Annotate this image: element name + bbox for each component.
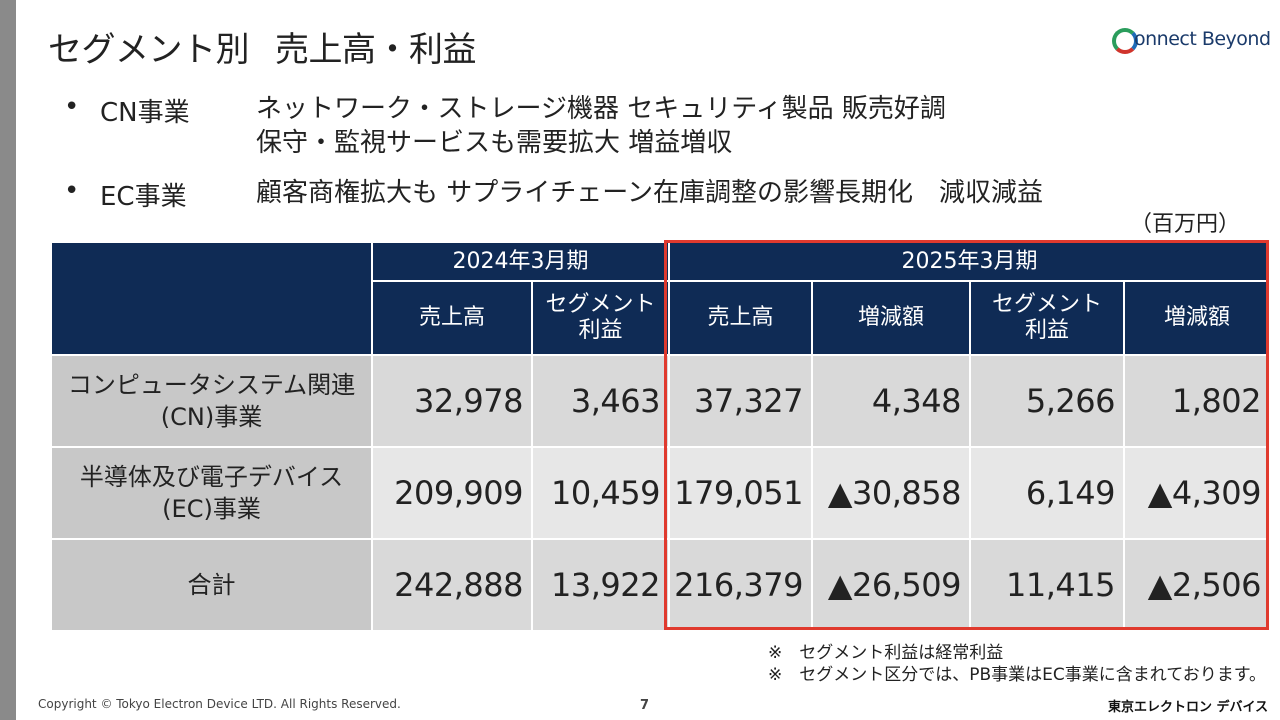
row-label-cn: コンピュータシステム関連 (CN)事業 [50, 354, 373, 448]
bullet-cn-line-1: ネットワーク・ストレージ機器 セキュリティ製品 販売好調 [256, 94, 946, 124]
cell-value: 10,459 [531, 446, 670, 540]
page-number: 7 [640, 698, 650, 713]
row-label-cn-l2: (CN)事業 [160, 403, 263, 431]
cell-value: 4,348 [811, 354, 971, 448]
cell-value: 13,922 [531, 538, 670, 632]
left-accent-bar [0, 0, 16, 720]
segment-table: 2024年3月期 2025年3月期 売上高 セグメント 利益 売上高 増減額 セグ… [50, 241, 1271, 632]
row-label-ec-l2: (EC)事業 [162, 495, 261, 523]
bullet-cn-desc: ネットワーク・ストレージ機器 セキュリティ製品 販売好調 保守・監視サービスも需… [256, 92, 946, 160]
bullet-cn: • CN事業 ネットワーク・ストレージ機器 セキュリティ製品 販売好調 保守・監… [64, 92, 1164, 162]
cell-value: ▲30,858 [811, 446, 971, 540]
bullet-dot: • [64, 92, 80, 122]
note-2: ※ セグメント区分では、PB事業はEC事業に含まれております。 [768, 665, 1267, 685]
col-profit-2024-l2: 利益 [578, 318, 623, 343]
col-profit-2025-l1: セグメント [991, 292, 1102, 317]
bullet-ec: • EC事業 顧客商権拡大も サプライチェーン在庫調整の影響長期化 減収減益 [64, 176, 1164, 212]
cell-value: 5,266 [969, 354, 1125, 448]
table-row: 半導体及び電子デバイス (EC)事業 209,909 10,459 179,051… [50, 446, 1271, 540]
cell-value: 32,978 [371, 354, 533, 448]
col-profit-2025-l2: 利益 [1024, 318, 1069, 343]
col-profit-change: 増減額 [1123, 280, 1271, 356]
page-title-main: セグメント別 [48, 30, 250, 70]
cell-value: 242,888 [371, 538, 533, 632]
bullet-dot: • [64, 176, 80, 206]
cell-value: 179,051 [668, 446, 813, 540]
bullet-ec-desc: 顧客商権拡大も サプライチェーン在庫調整の影響長期化 減収減益 [256, 176, 1043, 210]
table-corner-cell [50, 241, 373, 356]
cell-value: 3,463 [531, 354, 670, 448]
bullet-cn-name: CN事業 [100, 98, 190, 128]
connect-beyond-logo-icon [1112, 28, 1138, 54]
col-sales-change: 増減額 [811, 280, 971, 356]
row-label-ec-l1: 半導体及び電子デバイス [79, 463, 344, 491]
row-label-total: 合計 [50, 538, 373, 632]
period-2025-header: 2025年3月期 [668, 241, 1271, 282]
period-2024-header: 2024年3月期 [371, 241, 670, 282]
cell-value: 37,327 [668, 354, 813, 448]
table-row: 合計 242,888 13,922 216,379 ▲26,509 11,415… [50, 538, 1271, 632]
company-logo: onnect Beyond [1112, 26, 1271, 66]
row-label-ec: 半導体及び電子デバイス (EC)事業 [50, 446, 373, 540]
table-row: コンピュータシステム関連 (CN)事業 32,978 3,463 37,327 4… [50, 354, 1271, 448]
row-label-cn-l1: コンピュータシステム関連 [67, 371, 356, 399]
cell-value: 1,802 [1123, 354, 1271, 448]
col-sales-2025: 売上高 [668, 280, 813, 356]
col-sales-2024: 売上高 [371, 280, 533, 356]
col-profit-2024-l1: セグメント [545, 292, 656, 317]
col-profit-2024: セグメント 利益 [531, 280, 670, 356]
cell-value: 209,909 [371, 446, 533, 540]
unit-label: （百万円） [1130, 212, 1241, 237]
cell-value: 11,415 [969, 538, 1125, 632]
note-1: ※ セグメント利益は経常利益 [768, 643, 1004, 663]
footer-copyright: Copyright © Tokyo Electron Device LTD. A… [38, 697, 401, 711]
table-header-row-periods: 2024年3月期 2025年3月期 [50, 241, 1271, 356]
cell-value: ▲26,509 [811, 538, 971, 632]
bullet-ec-name: EC事業 [100, 182, 187, 212]
col-profit-2025: セグメント 利益 [969, 280, 1125, 356]
page-title-sub: 売上高・利益 [275, 30, 477, 70]
logo-text: onnect Beyond [1134, 28, 1271, 50]
page-title: セグメント別 売上高・利益 [48, 22, 477, 71]
cell-value: 6,149 [969, 446, 1125, 540]
bullet-cn-line-2: 保守・監視サービスも需要拡大 増益増収 [256, 128, 733, 158]
bullet-ec-line-1: 顧客商権拡大も サプライチェーン在庫調整の影響長期化 減収減益 [256, 178, 1043, 208]
cell-value: ▲4,309 [1123, 446, 1271, 540]
footer-brand: 東京エレクトロン デバイス [1108, 700, 1269, 715]
table-header-row-columns: 売上高 セグメント 利益 売上高 増減額 セグメント 利益 増減額 [51, 280, 1271, 356]
cell-value: 216,379 [668, 538, 813, 632]
cell-value: ▲2,506 [1123, 538, 1271, 632]
